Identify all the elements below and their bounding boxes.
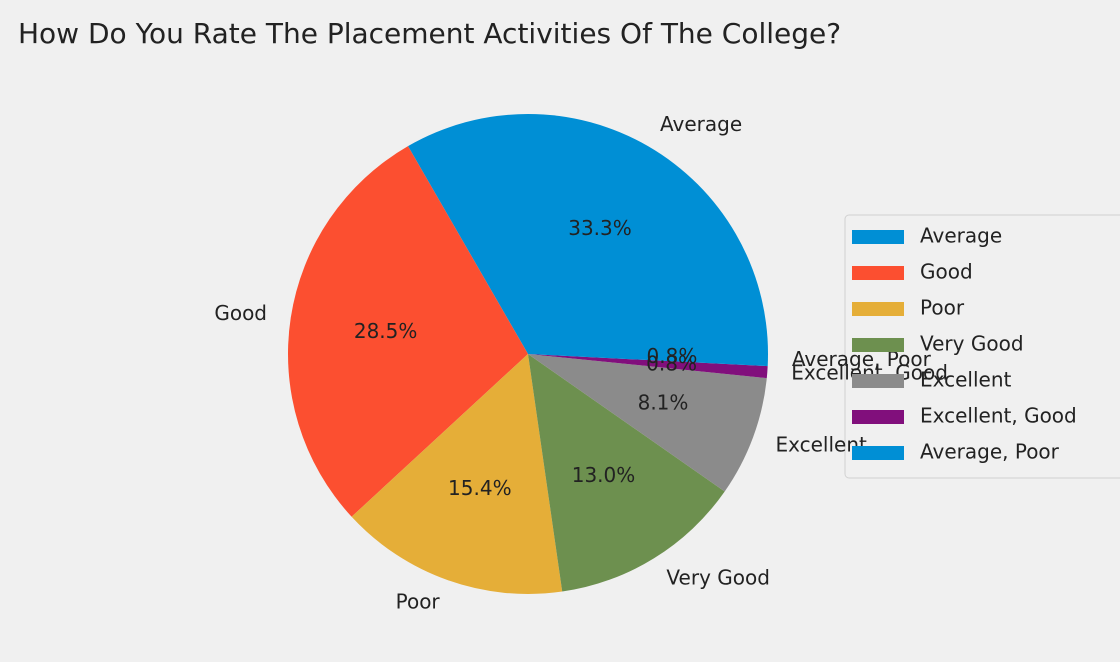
- value-label: 28.5%: [354, 319, 418, 343]
- value-label: 0.8%: [646, 351, 697, 375]
- pie-slice: [288, 146, 528, 517]
- legend-box: [844, 214, 1120, 479]
- category-label: Average: [660, 112, 742, 136]
- category-label: Very Good: [666, 565, 770, 589]
- pie-slice: [351, 354, 563, 594]
- legend-label: Good: [920, 260, 973, 284]
- legend-swatch: [852, 302, 904, 316]
- pie-slice: [408, 113, 768, 354]
- legend-label: Excellent, Good: [920, 404, 1077, 428]
- legend-label: Poor: [920, 296, 965, 320]
- pie-slice: [528, 354, 768, 379]
- value-label: 8.1%: [638, 391, 689, 415]
- legend-swatch: [852, 446, 904, 460]
- pie-slice: [528, 354, 725, 592]
- pie-slice: [528, 354, 768, 367]
- value-label: 33.3%: [568, 216, 632, 240]
- pie-slice: [528, 354, 767, 492]
- legend-swatch: [852, 374, 904, 388]
- legend-swatch: [852, 230, 904, 244]
- category-label: Poor: [396, 589, 441, 613]
- legend-label: Excellent: [920, 368, 1012, 392]
- legend-swatch: [852, 410, 904, 424]
- chart-title: How Do You Rate The Placement Activities…: [18, 17, 841, 50]
- legend-swatch: [852, 338, 904, 352]
- category-label: Excellent: [776, 432, 868, 456]
- legend-label: Very Good: [920, 332, 1024, 356]
- legend-label: Average, Poor: [920, 440, 1060, 464]
- legend-swatch: [852, 266, 904, 280]
- value-label: 13.0%: [572, 463, 636, 487]
- value-label: 15.4%: [448, 476, 512, 500]
- category-label: Good: [214, 301, 267, 325]
- value-label: 0.8%: [647, 344, 698, 368]
- legend-label: Average: [920, 224, 1002, 248]
